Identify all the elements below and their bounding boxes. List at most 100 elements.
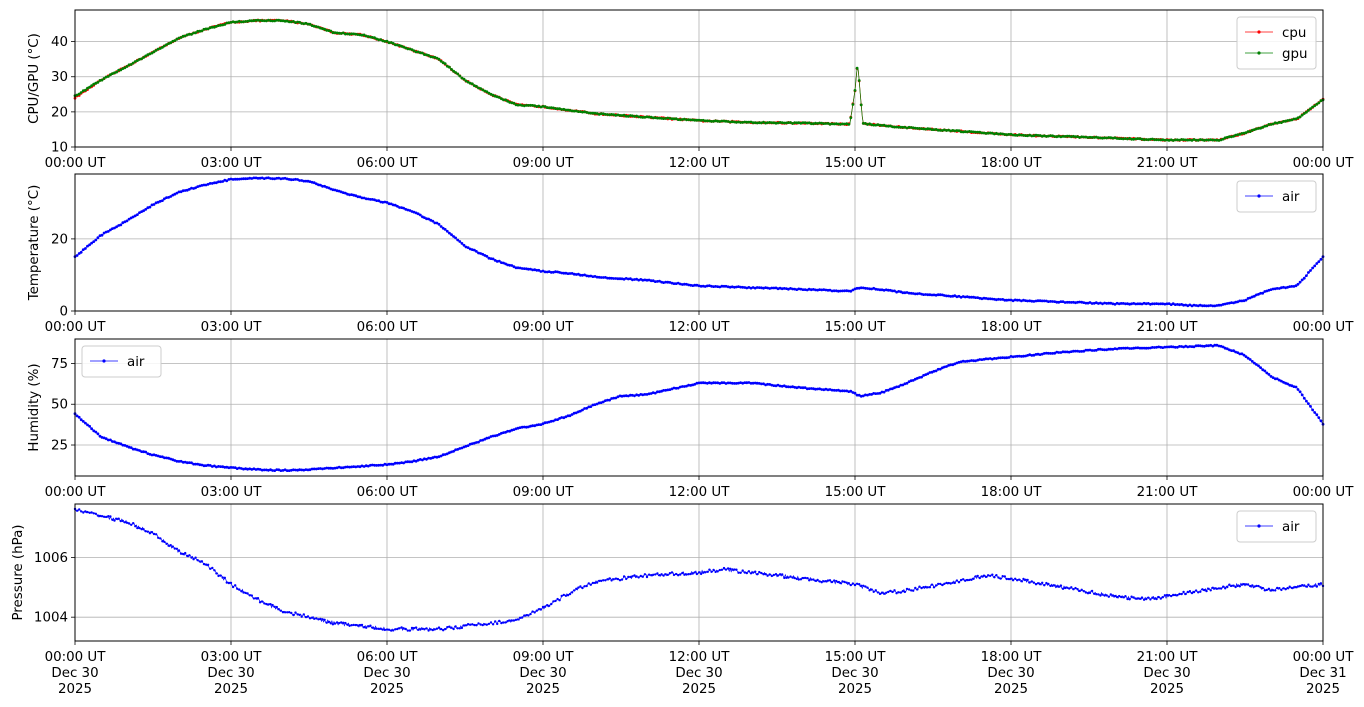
data-point [198,560,201,563]
data-point [718,285,722,289]
data-point [966,578,969,582]
data-point [1032,353,1036,357]
data-point [497,433,501,436]
data-point [947,128,950,132]
data-point [1188,590,1192,593]
data-point [756,573,759,576]
data-point [229,466,233,469]
data-point [412,459,416,463]
data-point [1298,390,1302,394]
data-point [489,92,493,96]
data-point [487,256,491,260]
data-point [1126,346,1129,350]
data-point [1176,594,1179,597]
data-point [762,120,765,124]
series-markers-air [73,507,1325,632]
data-point [604,113,607,116]
data-point [183,460,187,464]
data-point [310,467,314,471]
data-point [554,107,557,110]
data-point [185,461,189,465]
data-point [497,259,501,263]
data-point [1165,593,1169,597]
data-point [743,571,746,574]
data-point [601,276,605,279]
data-point [1257,364,1260,368]
data-point [1140,302,1144,306]
data-point [154,533,158,536]
data-point [379,627,382,630]
data-point [803,576,807,580]
data-point [1026,578,1029,582]
data-point [1063,350,1067,354]
data-point [963,360,967,363]
data-point [878,288,882,292]
data-point [637,278,641,282]
data-point [402,206,405,210]
data-point [714,381,717,385]
data-point [527,267,530,271]
data-point [990,297,994,301]
data-point [221,23,225,27]
data-point [855,582,859,585]
data-point [1290,285,1294,288]
data-point [350,32,353,36]
data-point [949,363,953,367]
data-point [1305,110,1308,114]
data-point [1203,304,1206,308]
data-point [647,115,651,119]
data-point [843,122,846,126]
data-point [1186,304,1190,308]
data-point [425,217,428,221]
data-point [364,34,368,38]
data-point [676,386,680,390]
data-point [664,117,668,120]
data-point [995,298,998,302]
data-point [200,29,204,33]
x-tick-label: 2025 [838,682,872,697]
data-point [237,177,241,181]
data-point [271,177,274,181]
x-tick-label: 00:00 UT [1293,156,1355,171]
data-point [1213,304,1217,308]
legend-label-cpu: cpu [1282,26,1306,41]
data-point [1147,596,1150,599]
data-point [458,240,462,243]
data-point [839,389,842,393]
data-point [1296,585,1300,588]
data-point [352,465,356,468]
data-point [1244,298,1248,302]
data-point [290,611,293,615]
data-point [1188,303,1192,307]
data-point [225,581,228,584]
data-point [735,285,738,289]
data-point [208,464,212,467]
data-point [591,403,595,407]
data-point [1259,366,1262,369]
data-point [341,31,345,35]
data-point [658,574,661,577]
data-point [329,466,333,470]
data-point [951,581,954,584]
data-point [1246,130,1250,133]
data-point [653,391,657,395]
data-point [475,441,478,444]
data-point [256,176,260,180]
data-point [404,460,408,464]
data-point [716,119,720,123]
data-point [365,626,368,629]
data-point [452,449,455,453]
data-point [433,221,437,225]
data-point [1092,349,1096,352]
data-point [893,289,896,293]
data-point [807,287,811,291]
data-point [190,461,193,465]
y-tick-label: 1004 [34,611,68,626]
data-point [1296,388,1300,391]
data-point [604,579,607,582]
data-point [400,626,403,629]
data-point [806,577,809,580]
data-point [167,456,171,460]
data-point [878,391,882,395]
